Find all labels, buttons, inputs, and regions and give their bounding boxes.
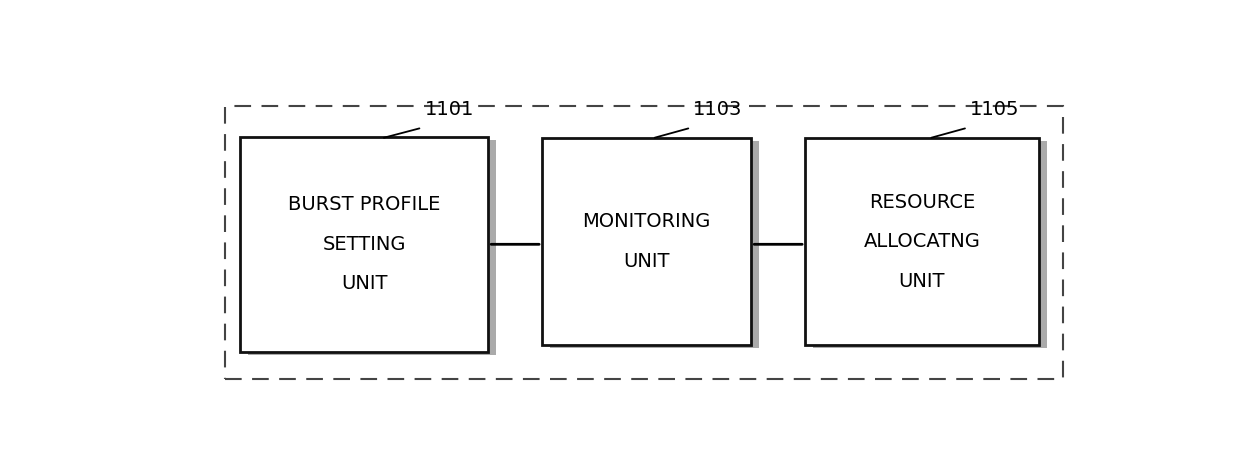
- Text: UNIT: UNIT: [623, 252, 670, 271]
- Bar: [248, 139, 497, 355]
- Bar: [240, 137, 488, 352]
- Text: UNIT: UNIT: [899, 272, 945, 291]
- Bar: [225, 106, 1063, 379]
- Bar: [804, 138, 1038, 345]
- Text: UNIT: UNIT: [341, 274, 387, 293]
- Text: 1105: 1105: [970, 100, 1019, 119]
- Text: 1103: 1103: [693, 100, 742, 119]
- Bar: [813, 141, 1047, 348]
- Text: SETTING: SETTING: [322, 235, 406, 254]
- Text: MONITORING: MONITORING: [582, 212, 711, 232]
- Text: RESOURCE: RESOURCE: [869, 192, 975, 212]
- Text: BURST PROFILE: BURST PROFILE: [288, 195, 440, 214]
- Text: 1101: 1101: [425, 100, 474, 119]
- Bar: [549, 141, 759, 348]
- Text: ALLOCATNG: ALLOCATNG: [864, 232, 980, 251]
- Bar: [542, 138, 752, 345]
